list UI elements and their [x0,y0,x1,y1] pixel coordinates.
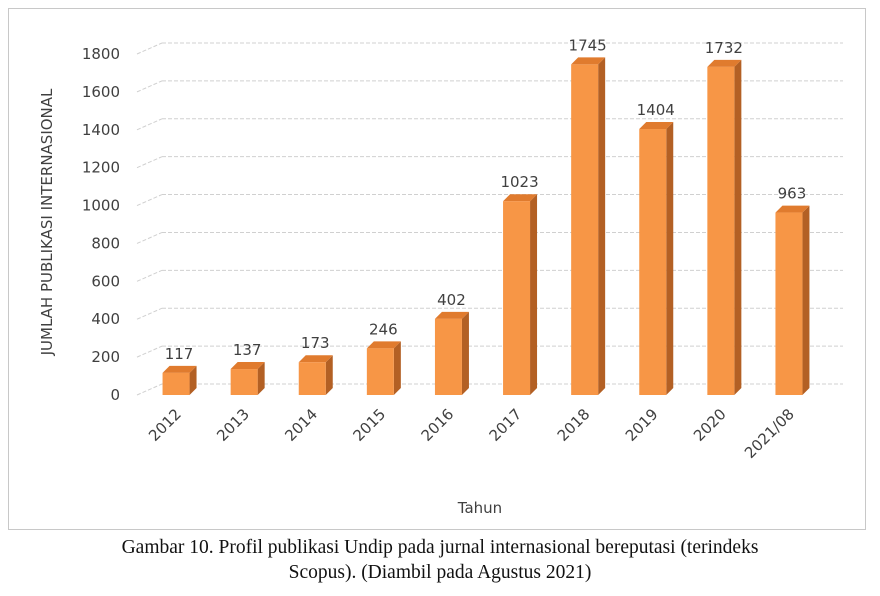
caption-line-2: Scopus). (Diambil pada Agustus 2021) [288,562,592,583]
y-axis-title: JUMLAH PUBLIKASI INTERNASIONAL [38,88,56,356]
bar-top [571,57,606,65]
bar-2017 [503,194,538,395]
x-tick-label: 2021/08 [741,405,798,462]
gridline-depth [136,345,163,358]
bar-2021/08 [775,205,810,395]
data-label-2015: 246 [369,320,398,338]
bar-2015 [366,341,401,395]
x-tick-label: 2017 [486,405,526,445]
bar-2016 [434,311,469,395]
data-label-2016: 402 [437,291,466,309]
bar-side [802,205,810,395]
gridline-depth [136,156,163,169]
bar-2013 [230,362,265,395]
x-axis-title: Tahun [457,499,502,517]
data-label-2020: 1732 [705,39,743,57]
bar-front [503,201,531,395]
y-tick-label: 1800 [82,45,120,63]
bar-side [530,194,538,395]
y-tick-label: 1400 [82,121,120,139]
x-tick-label: 2013 [213,405,253,445]
y-tick-label: 1000 [82,197,120,215]
bar-2012 [162,365,197,395]
data-label-2021/08: 963 [778,185,807,203]
bar-top [639,122,674,130]
gridline-depth [136,269,163,282]
y-tick-label: 600 [91,272,120,290]
bar-front [775,212,803,395]
bar-front [639,129,667,395]
bar-top [366,341,401,349]
bar-top [707,59,742,67]
data-label-2014: 173 [301,334,330,352]
bar-side [734,59,742,395]
bar-side [598,57,606,396]
bar-top [298,355,333,363]
y-axis-ticks: 0 200 400 600 800 1000 1200 1400 1600 1800 [82,45,120,404]
bar-2014 [298,355,333,395]
data-label-2017: 1023 [500,173,538,191]
data-label-2019: 1404 [637,101,675,119]
bar-front [571,64,599,396]
y-tick-label: 800 [91,234,120,252]
bar-top [230,362,265,370]
gridline-depth [136,118,163,131]
gridline-depth [136,194,163,207]
bar-2019 [639,122,674,396]
bar-top [503,194,538,202]
gridline-depth [136,231,163,244]
bar-chart: 0 200 400 600 800 1000 1200 1400 1600 1800 117 137… [38,36,843,517]
bar-front [707,66,735,395]
bar-top [162,365,197,373]
bar-side [461,311,469,395]
x-tick-label: 2016 [418,405,458,445]
bar-2018 [571,57,606,396]
data-label-2012: 117 [165,345,194,363]
caption-line-1: Gambar 10. Profil publikasi Undip pada j… [121,537,759,558]
x-tick-label: 2018 [554,405,594,445]
bars [162,57,810,396]
data-label-2013: 137 [233,341,262,359]
bar-top [434,311,469,319]
gridline-depth [136,42,163,55]
x-tick-label: 2014 [281,405,321,445]
figure-caption: Gambar 10. Profil publikasi Undip pada j… [0,535,880,585]
bar-top [775,205,810,213]
bar-front [366,348,394,395]
gridline-depth [136,383,163,396]
y-tick-label: 1200 [82,159,120,177]
y-tick-label: 400 [91,310,120,328]
bar-side [257,362,265,395]
bar-2020 [707,59,742,395]
data-label-2018: 1745 [569,36,607,54]
gridline-depth [136,80,163,93]
bar-side [393,341,401,395]
bar-side [189,365,197,395]
x-axis-ticks: 2012 2013 2014 2015 2016 2017 2018 2019 2020 2021… [145,405,798,462]
x-tick-label: 2012 [145,405,185,445]
y-tick-label: 0 [110,386,120,404]
data-labels: 117 137 173 246 402 1023 1745 1404 1732 963 [165,36,807,362]
gridline-depth [136,307,163,320]
bar-front [230,369,258,395]
bar-front [434,318,462,395]
y-tick-label: 200 [91,348,120,366]
bar-front [298,362,326,395]
bar-side [666,122,674,396]
bar-side [325,355,333,395]
x-tick-label: 2019 [622,405,662,445]
bar-front [162,372,190,395]
x-tick-label: 2015 [349,405,389,445]
x-tick-label: 2020 [690,405,730,445]
y-tick-label: 1600 [82,83,120,101]
